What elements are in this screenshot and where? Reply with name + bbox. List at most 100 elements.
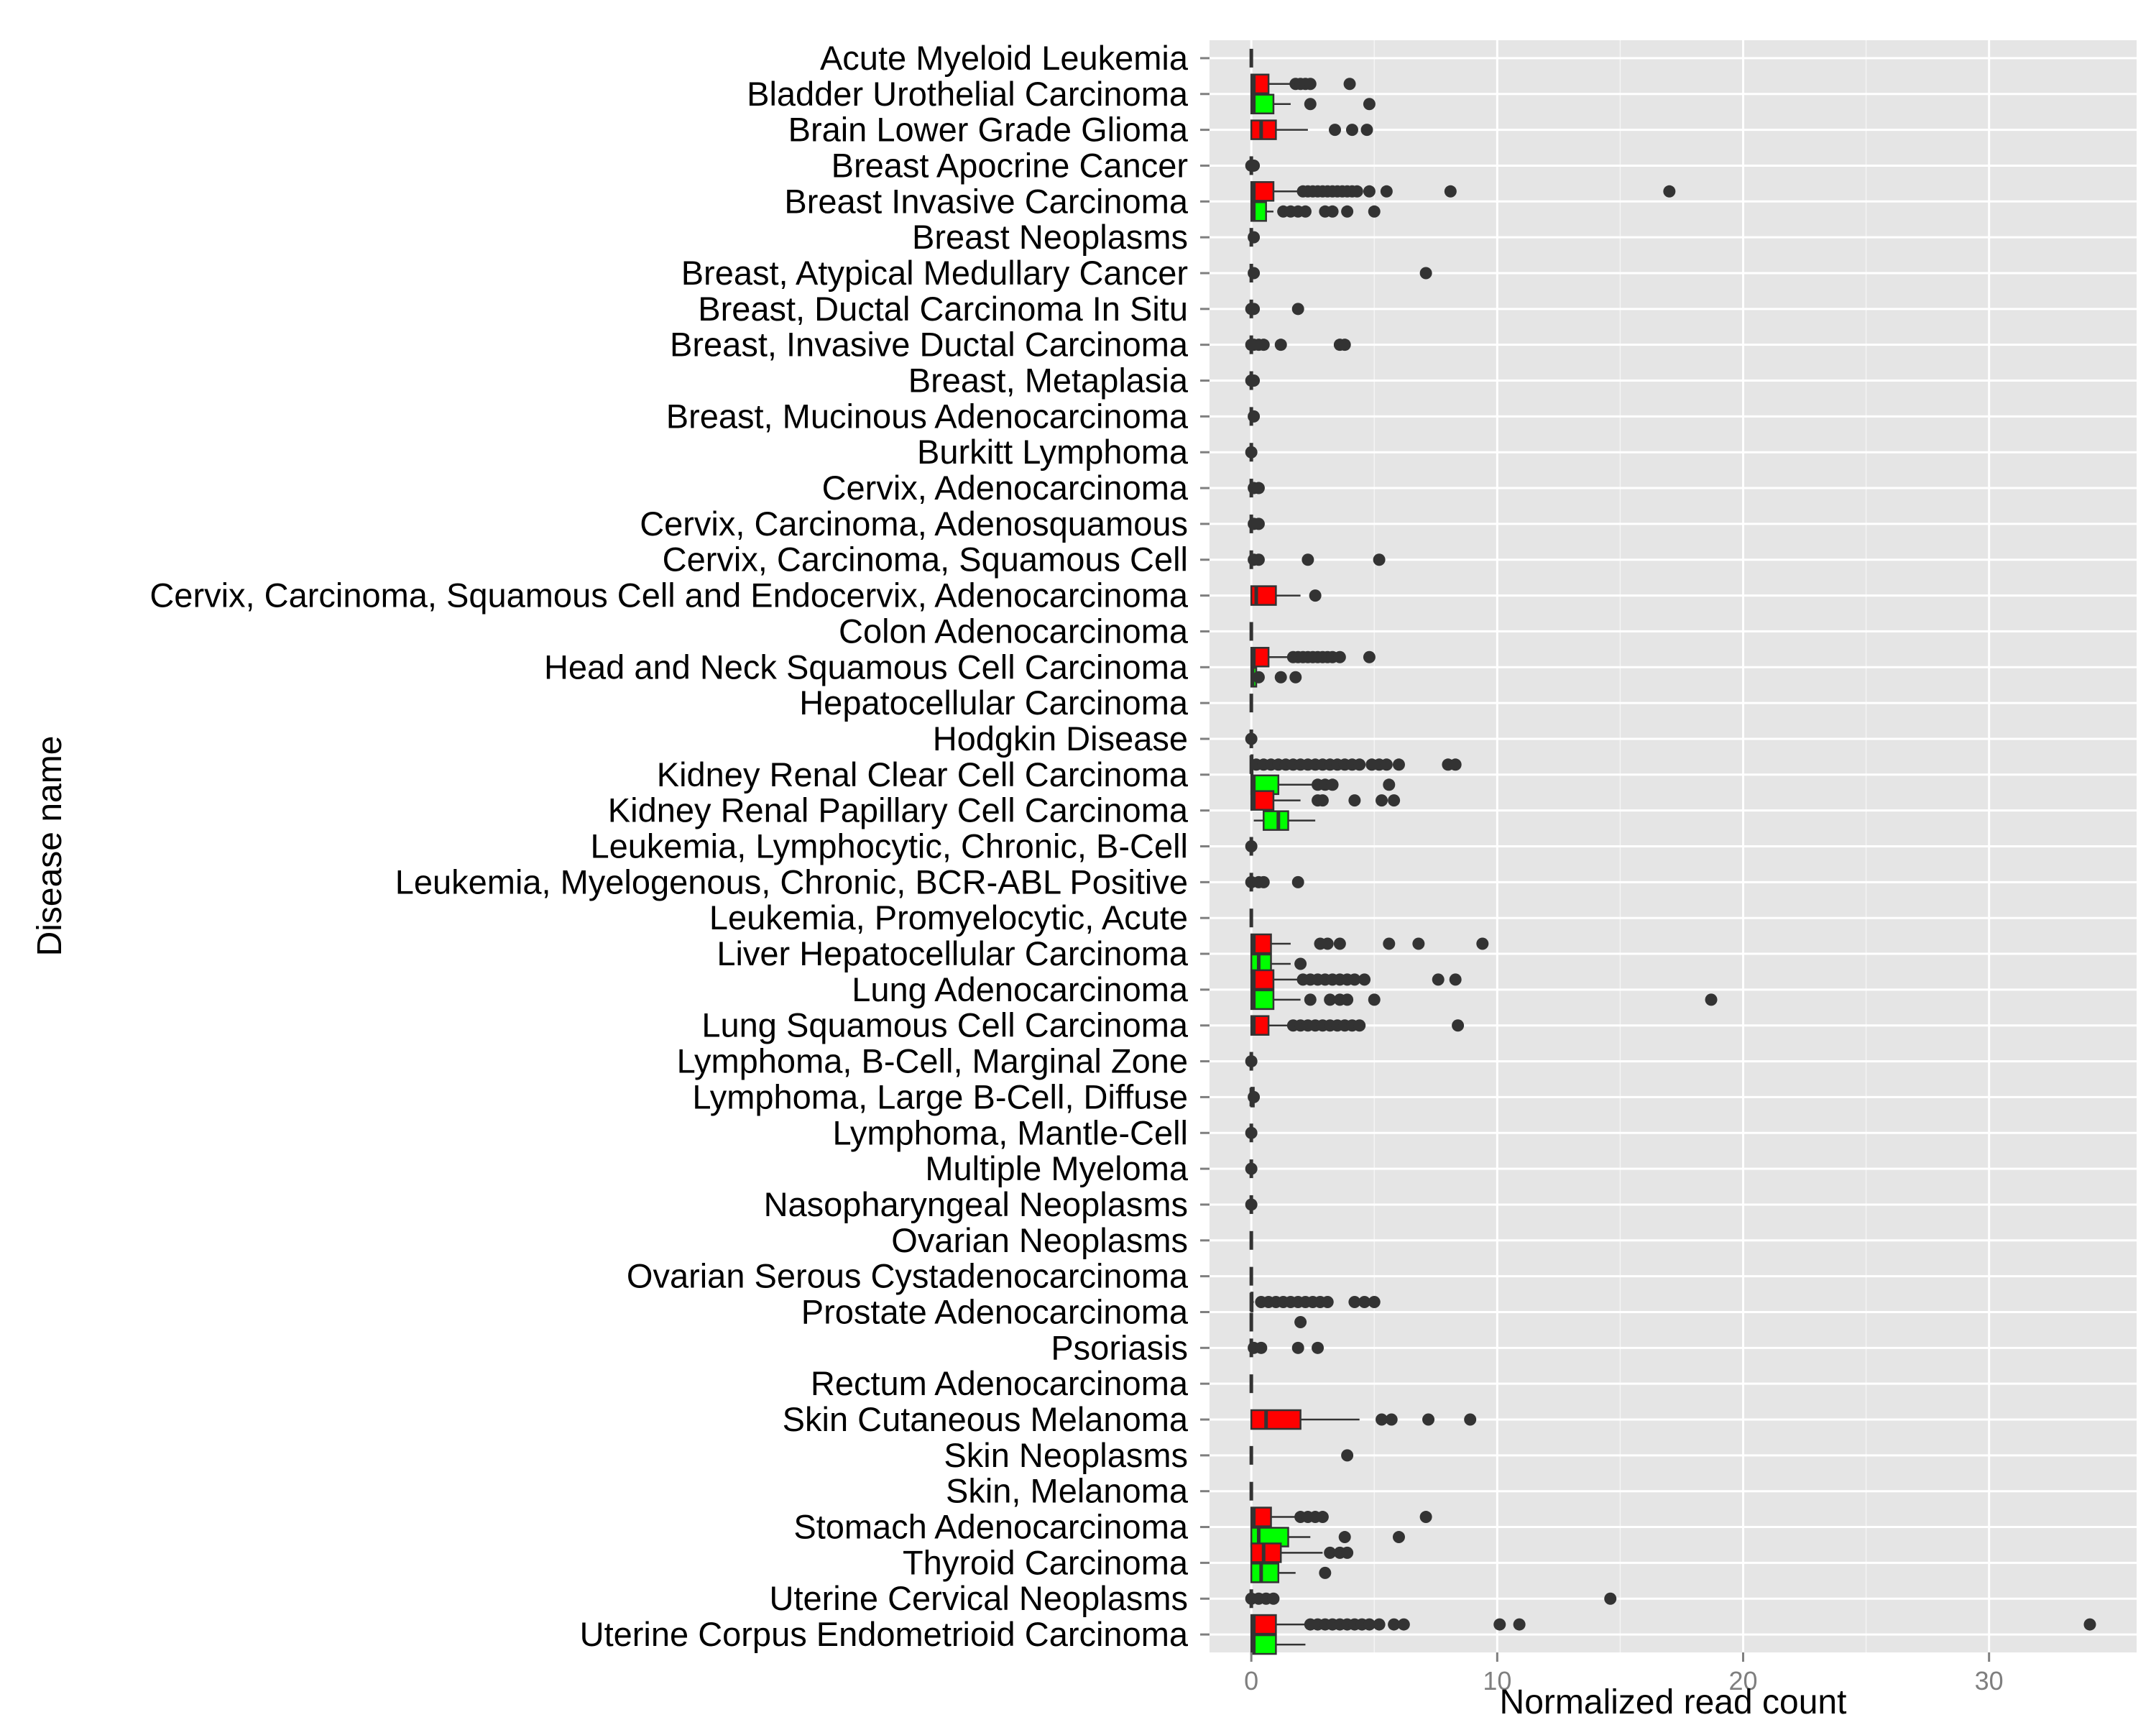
box-red <box>1250 585 1322 606</box>
outlier-point <box>1338 1531 1351 1544</box>
category-label: Skin, Melanoma <box>946 1472 1189 1510</box>
outlier-point <box>1304 993 1317 1006</box>
box-red <box>1245 1123 1258 1143</box>
outlier-point <box>1255 1341 1268 1354</box>
outlier-point <box>1363 1618 1376 1631</box>
category-label: Cervix, Adenocarcinoma <box>822 469 1189 507</box>
category-label: Hodgkin Disease <box>933 719 1188 758</box>
category-label: Breast, Invasive Ductal Carcinoma <box>670 326 1189 364</box>
box-red <box>1249 754 1462 776</box>
box-red <box>1250 969 1462 990</box>
outlier-point <box>1343 78 1356 91</box>
outlier-point <box>1309 589 1322 602</box>
box-green <box>1250 774 1396 796</box>
outlier-point <box>1363 98 1376 111</box>
outlier-point <box>1245 1055 1258 1068</box>
box-red <box>1248 550 1386 569</box>
box-red <box>1245 1589 1617 1609</box>
box-red <box>1245 371 1261 390</box>
outlier-point <box>1294 957 1307 970</box>
box-red <box>1250 1409 1477 1430</box>
outlier-point <box>1432 973 1445 986</box>
outlier-point <box>1341 205 1354 218</box>
outlier-point <box>1604 1592 1617 1605</box>
outlier-point <box>1252 482 1265 494</box>
outlier-point <box>1257 339 1270 351</box>
outlier-point <box>1464 1413 1477 1426</box>
outlier-point <box>1353 758 1366 771</box>
outlier-point <box>1348 794 1361 807</box>
box-red <box>1248 514 1265 533</box>
outlier-point <box>1304 98 1317 111</box>
grid-layer <box>1210 40 2137 1652</box>
box-red <box>1249 1445 1354 1465</box>
outlier-point <box>1373 553 1386 566</box>
box-red <box>1245 156 1261 175</box>
outlier-point <box>1326 205 1339 218</box>
box-red <box>1245 729 1258 748</box>
box-red <box>1250 1506 1432 1527</box>
outlier-point <box>1321 937 1334 950</box>
outlier-point <box>1299 205 1312 218</box>
outlier-point <box>1449 973 1462 986</box>
outlier-point <box>1663 185 1676 198</box>
category-label: Breast Invasive Carcinoma <box>784 182 1188 220</box>
category-label: Acute Myeloid Leukemia <box>820 39 1189 77</box>
outlier-point <box>1294 1315 1307 1328</box>
category-label: Breast Apocrine Cancer <box>831 146 1188 184</box>
category-label: Bladder Urothelial Carcinoma <box>747 75 1189 113</box>
category-label: Cervix, Carcinoma, Squamous Cell <box>663 540 1188 579</box>
category-label: Liver Hepatocellular Carcinoma <box>717 934 1189 972</box>
category-label: Skin Neoplasms <box>944 1436 1188 1474</box>
box-red <box>1248 263 1432 282</box>
box-green <box>1250 1634 1306 1655</box>
outlier-point <box>1341 1546 1354 1559</box>
outlier-point <box>1422 1413 1435 1426</box>
category-label: Breast Neoplasms <box>912 218 1188 256</box>
box-green <box>1253 810 1316 831</box>
outlier-point <box>1316 1511 1329 1524</box>
x-tick-label: 30 <box>1975 1666 2004 1696</box>
box-red <box>1245 299 1304 318</box>
category-label: Lymphoma, Mantle-Cell <box>832 1113 1188 1151</box>
category-label: Leukemia, Lymphocytic, Chronic, B-Cell <box>590 827 1188 865</box>
box-red <box>1250 1614 2096 1635</box>
box-red <box>1250 181 1676 202</box>
category-label: Uterine Corpus Endometrioid Carcinoma <box>580 1615 1189 1653</box>
box-green <box>1250 1563 1332 1583</box>
outlier-point <box>1388 1618 1401 1631</box>
x-axis: 0 10 20 30 <box>1244 1652 2004 1696</box>
outlier-point <box>1452 1019 1465 1032</box>
outlier-point <box>1345 124 1358 137</box>
outlier-point <box>1388 794 1401 807</box>
outlier-point <box>1358 1295 1371 1308</box>
outlier-point <box>1245 1126 1258 1139</box>
category-label: Lung Adenocarcinoma <box>852 970 1189 1008</box>
category-label: Ovarian Serous Cystadenocarcinoma <box>627 1257 1189 1295</box>
outlier-point <box>1245 1162 1258 1175</box>
box-iqr <box>1250 1015 1270 1036</box>
outlier-point <box>1248 410 1261 423</box>
outlier-point <box>1363 650 1376 663</box>
box-red <box>1245 1195 1258 1214</box>
outlier-point <box>1274 339 1287 351</box>
category-label: Cervix, Carcinoma, Adenosquamous <box>640 505 1188 543</box>
outlier-point <box>1449 758 1462 771</box>
outlier-point <box>1368 993 1381 1006</box>
outlier-point <box>1392 758 1405 771</box>
outlier-point <box>1252 518 1265 530</box>
outlier-point <box>1705 993 1718 1006</box>
category-label: Burkitt Lymphoma <box>917 433 1189 471</box>
outlier-point <box>1248 374 1261 387</box>
category-label: Breast, Metaplasia <box>908 362 1189 400</box>
box-red <box>1248 1087 1261 1108</box>
category-label: Skin Cutaneous Melanoma <box>783 1400 1189 1438</box>
outlier-point <box>1380 185 1393 198</box>
box-red <box>1250 790 1401 811</box>
category-label: Hepatocellular Carcinoma <box>799 684 1189 722</box>
outlier-point <box>1291 875 1304 888</box>
category-label: Lung Squamous Cell Carcinoma <box>701 1006 1188 1044</box>
category-label: Brain Lower Grade Glioma <box>788 111 1189 149</box>
box-iqr <box>1263 810 1289 831</box>
